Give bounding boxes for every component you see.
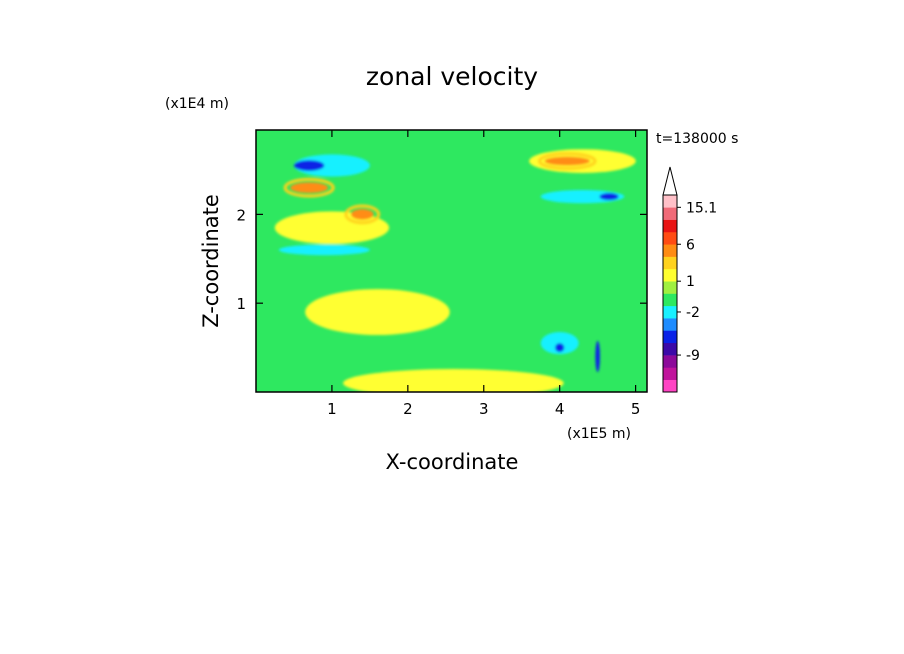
contour-feature-strong-negative <box>293 160 325 171</box>
colorbar-tick-label: 15.1 <box>686 200 717 216</box>
colorbar-tick-label: 6 <box>686 237 695 253</box>
colorbar-frame <box>662 194 678 393</box>
colorbar-segment <box>663 355 677 368</box>
contour-feature-strong-positive <box>350 209 374 220</box>
colorbar: 15.1 6 1 -2 -9 <box>662 166 717 393</box>
colorbar-segment <box>663 305 677 319</box>
y-axis-label: Z-coordinate <box>199 194 223 328</box>
contour-feature-strong-negative <box>555 343 565 353</box>
colorbar-segment <box>663 330 677 344</box>
colorbar-segment <box>663 256 677 270</box>
colorbar-tick-label: 1 <box>686 274 695 290</box>
colorbar-tick-label: -9 <box>686 348 700 364</box>
y-axis-ticks: 12 <box>236 206 647 313</box>
contour-feature-positive <box>309 292 446 333</box>
contour-feature-negative <box>293 154 370 177</box>
x-tick-label: 4 <box>555 400 565 418</box>
contour-feature-strong-positive <box>290 182 329 194</box>
contour-feature-ring <box>344 204 381 225</box>
contour-feature-negative <box>540 189 625 204</box>
x-unit-label: (x1E5 m) <box>567 426 631 442</box>
x-tick-label: 2 <box>403 400 413 418</box>
contour-feature-positive <box>347 372 560 392</box>
x-tick-label: 1 <box>327 400 337 418</box>
chart-title: zonal velocity <box>366 62 538 91</box>
colorbar-segment <box>663 207 677 220</box>
colorbar-segment <box>663 231 677 245</box>
contour-features <box>274 149 636 392</box>
contour-feature-ring <box>538 152 597 171</box>
colorbar-segment <box>663 219 677 233</box>
colorbar-tick-label: -2 <box>686 305 700 321</box>
contour-plot-area <box>256 130 647 392</box>
y-tick-label: 2 <box>236 206 246 224</box>
contour-feature-ring <box>283 177 335 198</box>
colorbar-segment <box>663 342 677 356</box>
contour-feature-strong-negative <box>595 340 600 373</box>
x-axis-ticks: 1 2 3 4 5 <box>327 130 640 418</box>
plot-frame <box>255 129 648 393</box>
colorbar-segment <box>663 244 677 257</box>
y-tick-label: 1 <box>236 295 246 313</box>
colorbar-segment <box>663 195 677 208</box>
colorbar-segment <box>663 293 677 307</box>
y-unit-label: (x1E4 m) <box>165 96 229 112</box>
contour-feature-negative <box>278 244 370 256</box>
x-tick-label: 3 <box>479 400 489 418</box>
colorbar-segment <box>663 367 677 380</box>
colorbar-overflow-triangle <box>662 166 678 196</box>
colorbar-segment <box>663 318 677 331</box>
colorbar-segment <box>663 379 677 393</box>
time-label: t=138000 s <box>656 131 738 147</box>
contour-feature-strong-negative <box>599 193 619 201</box>
x-tick-label: 5 <box>631 400 641 418</box>
colorbar-segment <box>663 268 677 282</box>
colorbar-segment <box>663 281 677 294</box>
x-axis-label: X-coordinate <box>386 450 519 474</box>
contour-feature-strong-positive <box>544 156 591 166</box>
